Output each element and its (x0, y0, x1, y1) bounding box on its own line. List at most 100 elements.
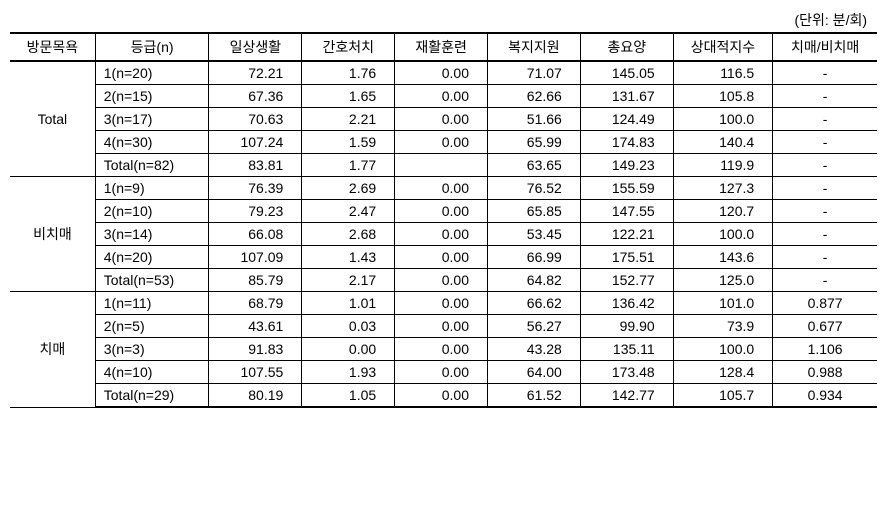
data-cell: 0.00 (395, 269, 488, 292)
data-cell: 2.47 (302, 200, 395, 223)
data-cell: 131.67 (580, 85, 673, 108)
data-cell: 80.19 (209, 384, 302, 408)
data-cell: 76.39 (209, 177, 302, 200)
data-cell: 100.0 (673, 108, 773, 131)
table-row: 4(n=20)107.091.430.0066.99175.51143.6- (10, 246, 877, 269)
data-cell: 66.08 (209, 223, 302, 246)
data-cell: 125.0 (673, 269, 773, 292)
data-cell: 79.23 (209, 200, 302, 223)
data-cell: 0.00 (395, 384, 488, 408)
data-cell: 1.59 (302, 131, 395, 154)
data-cell: 107.24 (209, 131, 302, 154)
data-cell: 142.77 (580, 384, 673, 408)
data-cell: 83.81 (209, 154, 302, 177)
data-cell: 0.00 (395, 223, 488, 246)
data-cell: 127.3 (673, 177, 773, 200)
col-header-daily: 일상생활 (209, 33, 302, 61)
grade-cell: Total(n=29) (95, 384, 209, 408)
table-row: 2(n=15)67.361.650.0062.66131.67105.8- (10, 85, 877, 108)
data-cell: 43.61 (209, 315, 302, 338)
data-cell: 0.00 (395, 61, 488, 85)
data-cell: 0.00 (395, 338, 488, 361)
data-cell: 0.00 (395, 292, 488, 315)
data-cell: 135.11 (580, 338, 673, 361)
data-cell: 99.90 (580, 315, 673, 338)
grade-cell: 2(n=5) (95, 315, 209, 338)
data-cell: 107.09 (209, 246, 302, 269)
grade-cell: 1(n=11) (95, 292, 209, 315)
table-row: 3(n=3)91.830.000.0043.28135.11100.01.106 (10, 338, 877, 361)
data-cell: 72.21 (209, 61, 302, 85)
data-cell: 0.03 (302, 315, 395, 338)
table-row: 2(n=5)43.610.030.0056.2799.9073.90.677 (10, 315, 877, 338)
data-cell: 136.42 (580, 292, 673, 315)
table-row: 치매1(n=11)68.791.010.0066.62136.42101.00.… (10, 292, 877, 315)
data-cell: 0.00 (395, 315, 488, 338)
col-header-rehab: 재활훈련 (395, 33, 488, 61)
data-cell: 0.00 (395, 177, 488, 200)
data-cell: 2.69 (302, 177, 395, 200)
group-cell: 치매 (10, 292, 95, 408)
data-cell: 56.27 (488, 315, 581, 338)
data-cell: 2.21 (302, 108, 395, 131)
grade-cell: Total(n=82) (95, 154, 209, 177)
table-row: 3(n=17)70.632.210.0051.66124.49100.0- (10, 108, 877, 131)
data-cell: 68.79 (209, 292, 302, 315)
grade-cell: 3(n=17) (95, 108, 209, 131)
table-row: Total(n=53)85.792.170.0064.82152.77125.0… (10, 269, 877, 292)
data-cell: 1.01 (302, 292, 395, 315)
ratio-cell: 0.877 (773, 292, 877, 315)
data-cell: 91.83 (209, 338, 302, 361)
data-cell: 64.82 (488, 269, 581, 292)
data-cell: 1.77 (302, 154, 395, 177)
data-cell: 43.28 (488, 338, 581, 361)
col-header-grade: 등급(n) (95, 33, 209, 61)
data-cell: 174.83 (580, 131, 673, 154)
grade-cell: 4(n=10) (95, 361, 209, 384)
data-cell: 73.9 (673, 315, 773, 338)
ratio-cell: - (773, 85, 877, 108)
table-row: Total(n=82)83.811.7763.65149.23119.9- (10, 154, 877, 177)
ratio-cell: - (773, 200, 877, 223)
table-row: 4(n=10)107.551.930.0064.00173.48128.40.9… (10, 361, 877, 384)
table-row: 비치매1(n=9)76.392.690.0076.52155.59127.3- (10, 177, 877, 200)
data-cell: 116.5 (673, 61, 773, 85)
ratio-cell: - (773, 246, 877, 269)
data-cell: 120.7 (673, 200, 773, 223)
data-cell: 100.0 (673, 223, 773, 246)
data-cell: 145.05 (580, 61, 673, 85)
table-row: 4(n=30)107.241.590.0065.99174.83140.4- (10, 131, 877, 154)
data-cell: 105.8 (673, 85, 773, 108)
data-cell: 1.43 (302, 246, 395, 269)
data-cell: 1.65 (302, 85, 395, 108)
data-cell: 2.68 (302, 223, 395, 246)
data-cell: 100.0 (673, 338, 773, 361)
data-cell: 1.05 (302, 384, 395, 408)
group-cell: Total (10, 61, 95, 177)
col-header-index: 상대적지수 (673, 33, 773, 61)
data-cell: 122.21 (580, 223, 673, 246)
col-header-total: 총요양 (580, 33, 673, 61)
table-row: 2(n=10)79.232.470.0065.85147.55120.7- (10, 200, 877, 223)
col-header-ratio: 치매/비치매 (773, 33, 877, 61)
group-cell: 비치매 (10, 177, 95, 292)
ratio-cell: - (773, 61, 877, 85)
data-cell: 53.45 (488, 223, 581, 246)
col-header-purpose: 방문목욕 (10, 33, 95, 61)
data-cell: 85.79 (209, 269, 302, 292)
grade-cell: Total(n=53) (95, 269, 209, 292)
data-cell: 149.23 (580, 154, 673, 177)
col-header-nursing: 간호처치 (302, 33, 395, 61)
table-header-row: 방문목욕 등급(n) 일상생활 간호처치 재활훈련 복지지원 총요양 상대적지수… (10, 33, 877, 61)
data-cell: 152.77 (580, 269, 673, 292)
grade-cell: 4(n=30) (95, 131, 209, 154)
data-cell: 119.9 (673, 154, 773, 177)
grade-cell: 3(n=3) (95, 338, 209, 361)
table-body: Total1(n=20)72.211.760.0071.07145.05116.… (10, 61, 877, 407)
data-cell: 124.49 (580, 108, 673, 131)
grade-cell: 1(n=9) (95, 177, 209, 200)
data-cell: 143.6 (673, 246, 773, 269)
grade-cell: 2(n=15) (95, 85, 209, 108)
grade-cell: 2(n=10) (95, 200, 209, 223)
table-row: Total(n=29)80.191.050.0061.52142.77105.7… (10, 384, 877, 408)
